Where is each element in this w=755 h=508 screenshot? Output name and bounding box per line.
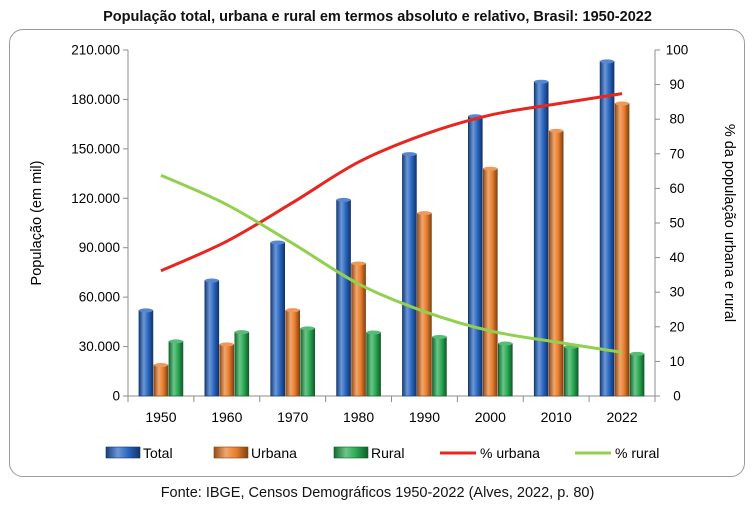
y-tick-label: 180.000 <box>71 92 120 107</box>
x-tick-label: 2000 <box>475 409 506 425</box>
bar-cap-rural <box>366 330 381 335</box>
bar-cap-rural <box>300 326 315 331</box>
bar-cap-total <box>138 308 153 313</box>
bar-cap-rural <box>432 334 447 339</box>
x-tick-label: 1990 <box>409 409 440 425</box>
y-tick-label: 120.000 <box>71 191 120 206</box>
bar-rural <box>629 353 645 397</box>
bar-rural <box>234 331 250 397</box>
bar-cap-rural <box>630 351 645 356</box>
bar-total <box>336 199 351 397</box>
bar-cap-total <box>402 152 417 157</box>
bar-total <box>138 310 154 397</box>
y2-tick-label: 80 <box>669 112 684 127</box>
line-pct-rural <box>160 173 623 354</box>
y-tick-label: 0 <box>112 389 120 404</box>
legend-label-pct-rural: % rural <box>615 445 659 461</box>
bar-total <box>204 280 220 397</box>
chart-source: Fonte: IBGE, Censos Demográficos 1950-20… <box>160 485 595 501</box>
y2-tick-label: 40 <box>669 250 684 265</box>
legend-swatch-rural <box>333 446 369 459</box>
legend-label-pct-urbana: % urbana <box>480 445 540 461</box>
bar-cap-total <box>270 240 285 245</box>
bar-cap-rural <box>498 341 513 346</box>
bar-urbana <box>285 309 300 397</box>
y2-tick-label: 50 <box>669 216 684 231</box>
y2-tick-label: 90 <box>669 77 684 92</box>
y2-axis-title: % da população urbana e rural <box>721 124 737 322</box>
x-tick-label: 2022 <box>606 409 637 425</box>
y-tick-label: 150.000 <box>71 141 120 156</box>
y2-tick-label: 10 <box>669 354 684 369</box>
bar-total <box>402 153 417 397</box>
legend-label-total: Total <box>143 445 173 461</box>
bar-cap-total <box>600 59 615 64</box>
y2-tick-label: 30 <box>669 285 684 300</box>
bar-urbana <box>483 168 498 397</box>
bar-cap-total <box>204 278 219 283</box>
legend-label-urbana: Urbana <box>251 445 297 461</box>
y2-tick-label: 20 <box>669 319 684 334</box>
bar-total <box>599 61 615 397</box>
bar-urbana <box>153 364 169 397</box>
y2-tick-label: 70 <box>669 146 684 161</box>
bar-total <box>270 242 285 397</box>
bar-cap-total <box>336 197 351 202</box>
y-tick-label: 210.000 <box>71 43 120 58</box>
bar-urbana <box>417 212 432 397</box>
bar-urbana <box>548 130 564 397</box>
y-tick-label: 60.000 <box>79 290 120 305</box>
bar-rural <box>498 343 513 397</box>
legend-swatch-total <box>105 446 141 459</box>
bar-rural <box>300 328 315 397</box>
bar-cap-total <box>534 79 549 84</box>
bar-cap-rural <box>234 330 249 335</box>
bar-total <box>468 115 483 397</box>
chart-title: População total, urbana e rural em termo… <box>103 9 652 25</box>
bar-cap-urbana <box>153 363 168 368</box>
bar-urbana <box>219 344 235 397</box>
bar-rural <box>563 346 579 397</box>
y2-tick-label: 60 <box>669 181 684 196</box>
y-tick-label: 30.000 <box>79 339 120 354</box>
bar-cap-urbana <box>615 101 630 106</box>
line-pct-urbana <box>160 92 623 273</box>
bar-cap-urbana <box>483 166 498 171</box>
bar-cap-urbana <box>351 261 366 266</box>
x-tick-label: 1950 <box>145 409 176 425</box>
y2-tick-label: 100 <box>666 43 689 58</box>
y2-tick-label: 0 <box>673 389 681 404</box>
bar-cap-urbana <box>549 128 564 133</box>
bar-rural <box>432 336 447 397</box>
x-tick-label: 1980 <box>343 409 374 425</box>
y-tick-label: 90.000 <box>79 240 120 255</box>
y-axis-title: População (em mil) <box>29 161 45 286</box>
x-tick-label: 2010 <box>541 409 572 425</box>
legend-swatch-urbana <box>213 446 249 459</box>
bar-total <box>533 81 549 397</box>
bar-cap-urbana <box>219 342 234 347</box>
bar-cap-rural <box>168 339 183 344</box>
x-tick-label: 1960 <box>211 409 242 425</box>
bar-rural <box>168 341 184 397</box>
bar-rural <box>366 332 381 397</box>
legend-label-rural: Rural <box>371 445 404 461</box>
chart-frame <box>9 29 745 477</box>
x-tick-label: 1970 <box>277 409 308 425</box>
bar-cap-urbana <box>417 211 432 216</box>
bar-cap-urbana <box>285 308 300 313</box>
